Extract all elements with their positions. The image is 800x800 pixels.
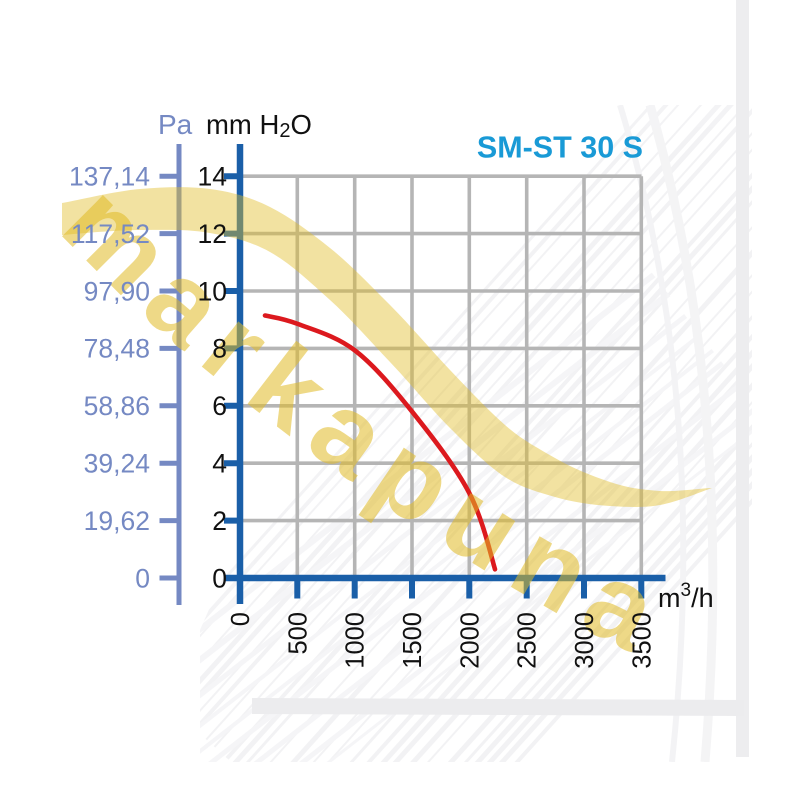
svg-text:0: 0 — [227, 612, 255, 626]
svg-text:78,48: 78,48 — [84, 334, 150, 364]
svg-text:58,86: 58,86 — [84, 391, 150, 421]
svg-text:2: 2 — [212, 506, 227, 536]
svg-text:137,14: 137,14 — [69, 162, 150, 192]
svg-text:6: 6 — [212, 391, 227, 421]
svg-text:2500: 2500 — [514, 612, 542, 669]
svg-text:500: 500 — [284, 612, 312, 655]
svg-text:8: 8 — [212, 334, 227, 364]
svg-text:39,24: 39,24 — [84, 449, 150, 479]
svg-text:4: 4 — [212, 449, 227, 479]
svg-text:SM-ST 30 S: SM-ST 30 S — [477, 131, 643, 165]
svg-text:mm H2O: mm H2O — [206, 109, 312, 142]
svg-text:19,62: 19,62 — [84, 506, 150, 536]
svg-text:97,90: 97,90 — [84, 276, 150, 306]
svg-text:10: 10 — [198, 276, 227, 306]
svg-text:3000: 3000 — [571, 612, 599, 669]
svg-text:117,52: 117,52 — [71, 219, 150, 249]
svg-text:14: 14 — [198, 162, 227, 192]
svg-text:0: 0 — [135, 563, 150, 593]
svg-text:12: 12 — [198, 219, 227, 249]
svg-text:1000: 1000 — [342, 612, 370, 669]
svg-text:2000: 2000 — [456, 612, 484, 669]
svg-text:Pa: Pa — [158, 109, 193, 140]
svg-text:1500: 1500 — [399, 612, 427, 669]
svg-text:0: 0 — [212, 563, 227, 593]
svg-text:3500: 3500 — [628, 612, 656, 669]
